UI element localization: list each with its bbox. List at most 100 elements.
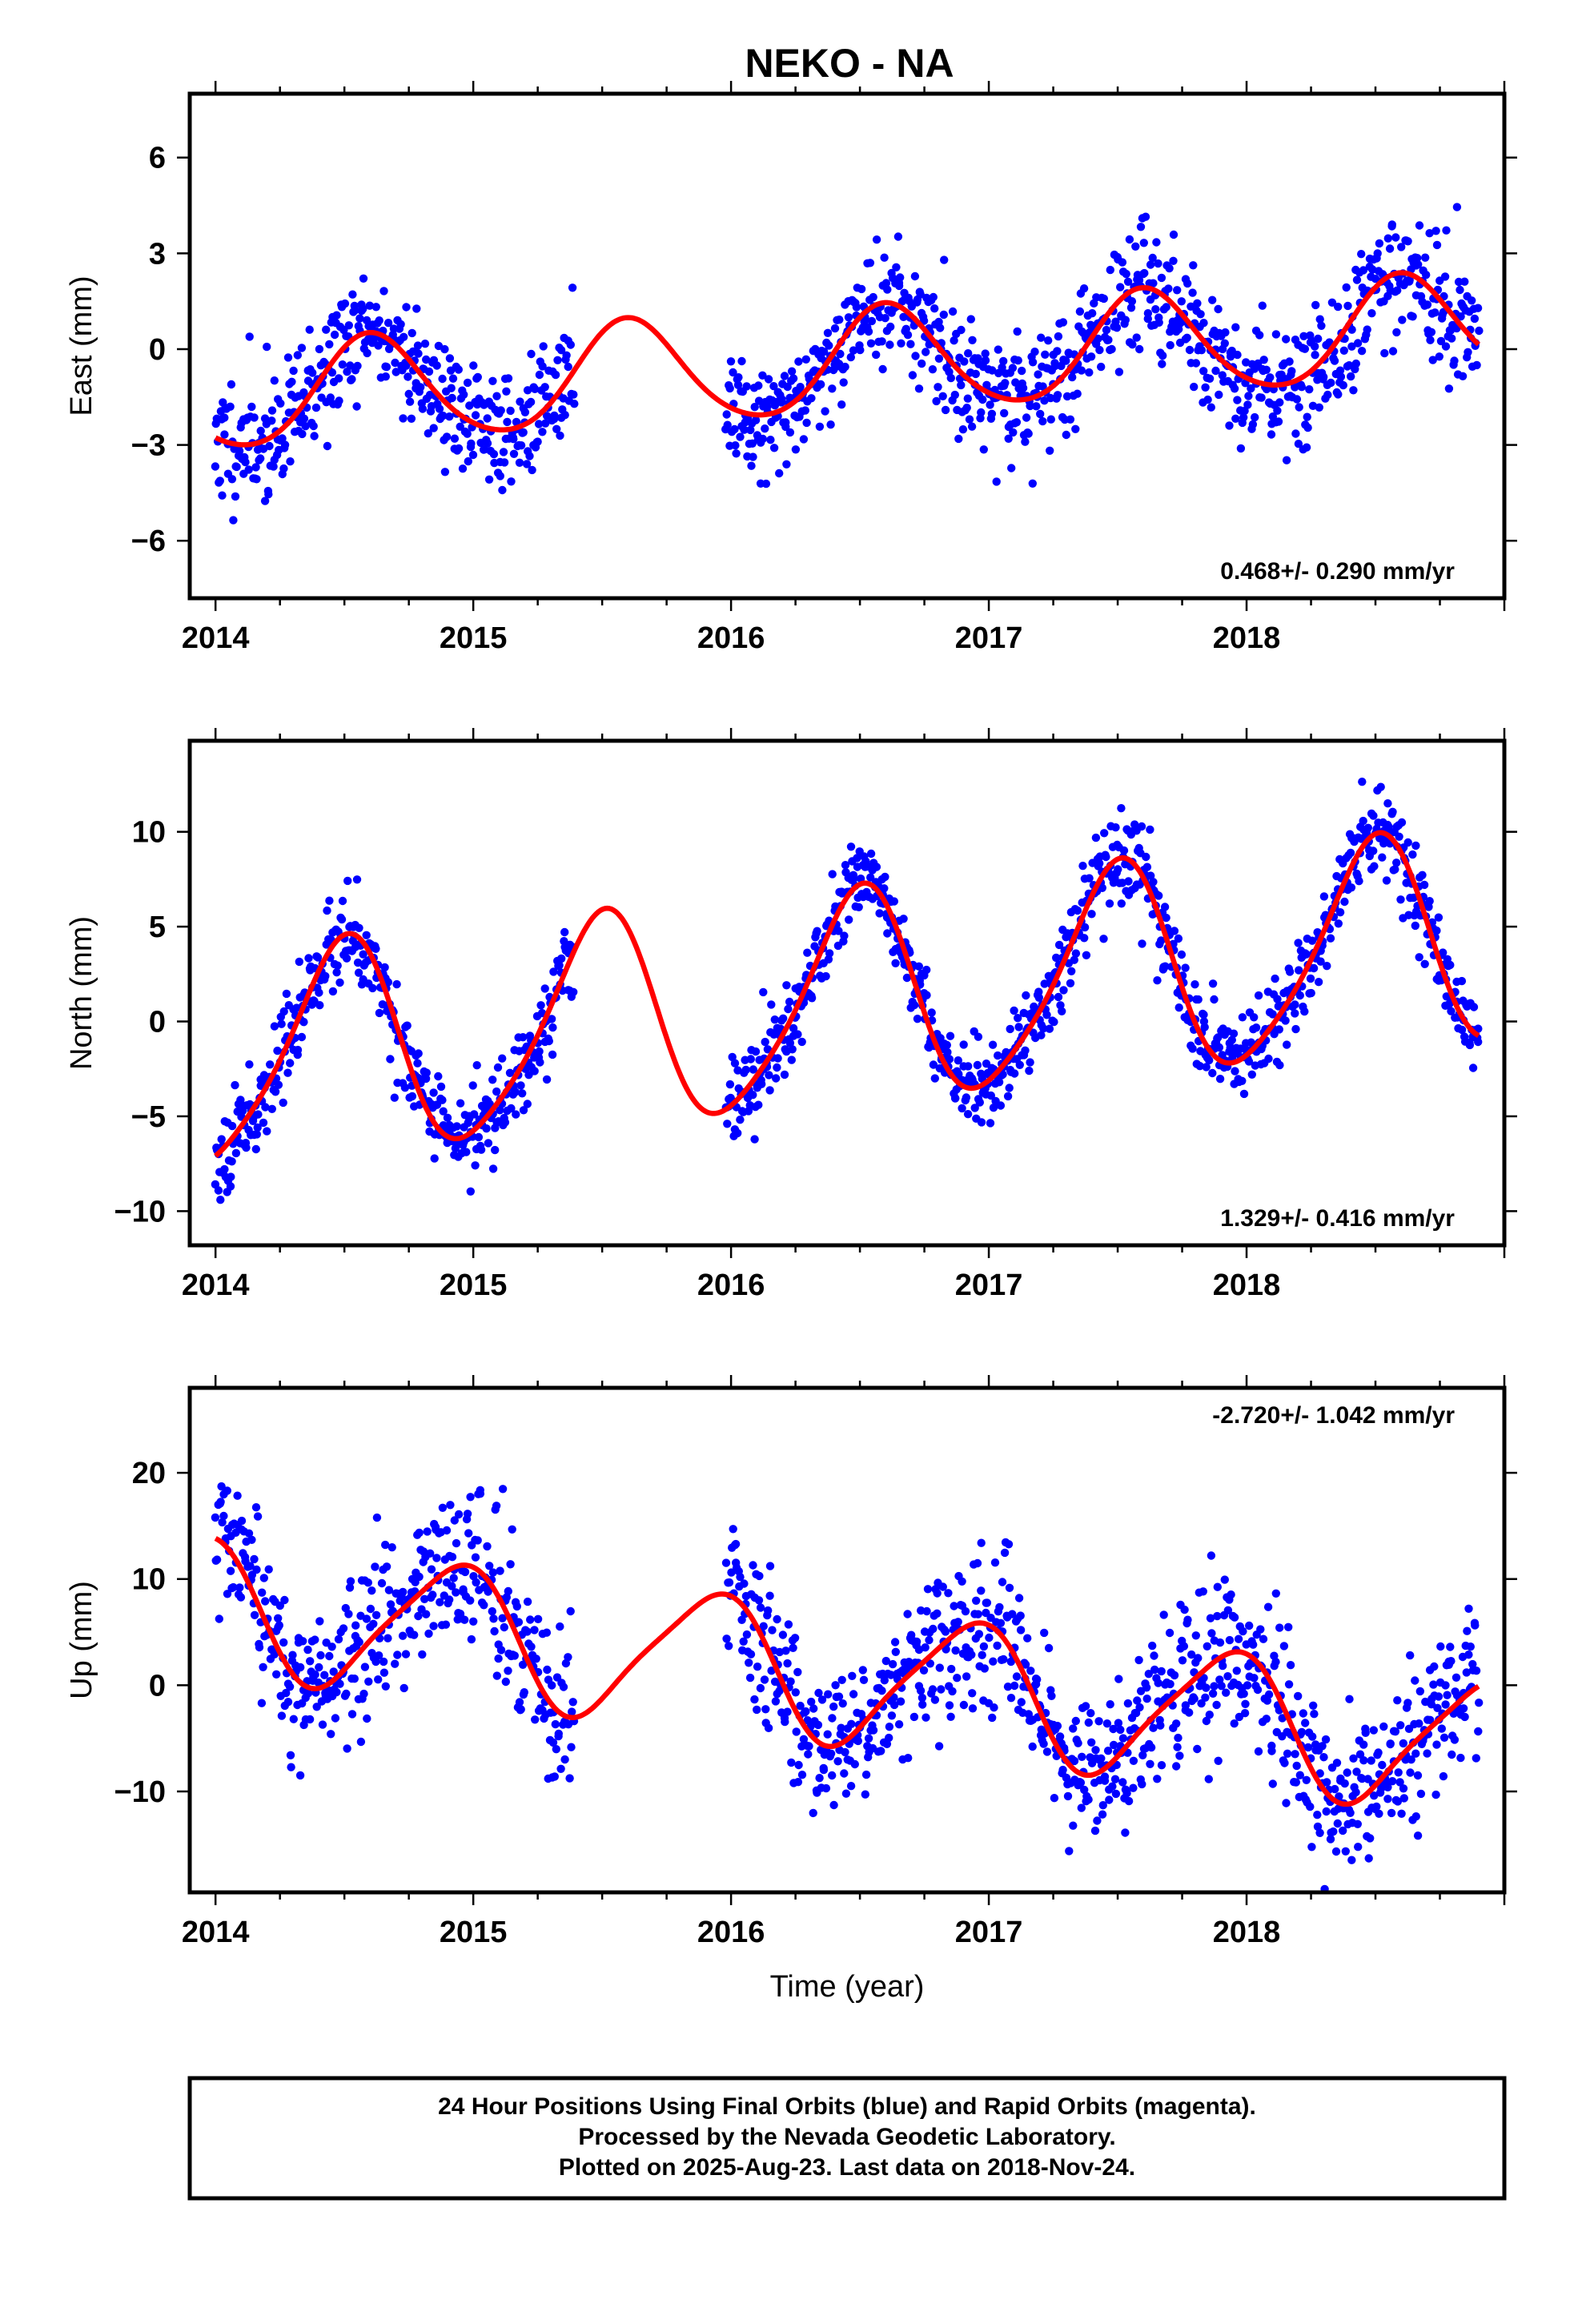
north-data-point [242, 1143, 251, 1152]
up-data-point [355, 1638, 363, 1647]
east-data-point [458, 464, 468, 473]
north-data-point [1415, 953, 1423, 962]
east-data-point [1094, 334, 1102, 344]
up-data-point [303, 1645, 312, 1655]
up-data-point [1411, 1676, 1419, 1685]
east-data-point [1062, 430, 1071, 440]
east-data-point [856, 345, 865, 355]
up-data-point [1201, 1693, 1210, 1702]
up-data-point [414, 1611, 423, 1621]
east-data-point [499, 448, 508, 456]
up-data-point [564, 1653, 572, 1662]
east-data-point [852, 303, 861, 312]
up-data-point [847, 1719, 856, 1728]
east-data-point [1097, 362, 1106, 372]
east-data-point [400, 332, 408, 341]
up-data-point [1447, 1657, 1456, 1666]
east-data-point [866, 339, 876, 348]
east-data-point [1044, 336, 1053, 345]
east-data-point [881, 314, 889, 323]
up-data-point [398, 1631, 408, 1640]
north-data-point [443, 1113, 452, 1123]
east-data-point [550, 411, 559, 420]
up-data-point [1042, 1747, 1052, 1756]
north-data-point [789, 1023, 798, 1033]
up-data-point [1332, 1759, 1342, 1767]
north-data-point [245, 1060, 254, 1069]
north-data-point [1181, 963, 1190, 972]
up-data-point [1203, 1642, 1212, 1651]
up-data-point [543, 1665, 552, 1675]
up-data-point [947, 1664, 956, 1674]
up-data-point [377, 1578, 387, 1588]
east-data-point [265, 441, 274, 451]
east-data-point [540, 383, 549, 392]
east-y-tick-label: −6 [131, 525, 166, 558]
up-data-point [765, 1562, 775, 1570]
east-data-point [893, 232, 903, 241]
up-data-point [223, 1486, 231, 1495]
up-data-point [1322, 1807, 1331, 1816]
up-data-point [973, 1558, 982, 1568]
up-data-point [722, 1634, 731, 1643]
north-data-point [1200, 1023, 1209, 1031]
east-data-point [471, 411, 480, 420]
east-data-point [293, 351, 302, 360]
east-data-point [289, 366, 298, 376]
north-data-point [498, 1054, 507, 1063]
north-data-point [1326, 934, 1335, 943]
east-data-point [1282, 456, 1291, 464]
north-data-point [466, 1187, 475, 1196]
east-data-point [1028, 479, 1038, 488]
east-data-point [932, 396, 941, 406]
up-data-point [469, 1617, 478, 1626]
up-data-point [790, 1634, 800, 1642]
east-data-point [1314, 334, 1323, 344]
east-data-point [821, 407, 829, 416]
up-frame [187, 1385, 1507, 1895]
up-data-point [1395, 1778, 1404, 1787]
east-data-point [454, 444, 464, 453]
north-data-point [315, 988, 323, 997]
north-data-point [1215, 1043, 1224, 1052]
up-data-point [1133, 1696, 1142, 1705]
north-data-point [1137, 822, 1146, 831]
east-data-point [899, 312, 908, 321]
north-data-point [883, 929, 892, 938]
up-data-point [1333, 1819, 1343, 1828]
east-data-point [311, 403, 321, 412]
east-data-point [1327, 298, 1337, 307]
east-data-point [857, 284, 866, 294]
east-data-point [1435, 352, 1444, 361]
east-points [211, 203, 1484, 525]
north-y-tick-label: 10 [132, 816, 166, 850]
east-data-point [726, 357, 736, 366]
up-data-point [930, 1695, 940, 1704]
up-data-point [1413, 1831, 1423, 1840]
up-data-point [959, 1700, 969, 1710]
up-data-point [838, 1699, 847, 1708]
up-data-point [885, 1723, 894, 1731]
up-data-point [1393, 1797, 1403, 1806]
up-data-point [764, 1606, 773, 1615]
up-data-point [226, 1566, 235, 1575]
east-data-point [297, 344, 307, 352]
east-data-point [399, 414, 408, 423]
up-data-point [1225, 1635, 1235, 1645]
east-data-point [469, 361, 478, 370]
east-data-point [823, 328, 833, 337]
east-data-point [1026, 401, 1034, 411]
north-data-point [909, 1000, 919, 1010]
north-data-point [785, 1039, 795, 1047]
north-data-point [1388, 807, 1397, 816]
east-data-point [934, 354, 944, 363]
east-data-point [1164, 284, 1173, 293]
north-data-point [1384, 822, 1393, 831]
north-data-point [1465, 1040, 1475, 1050]
east-data-point [1189, 261, 1198, 270]
up-data-point [1021, 1660, 1030, 1669]
east-data-point [1215, 390, 1223, 400]
north-data-point [1002, 1047, 1010, 1057]
up-data-point [351, 1621, 360, 1630]
north-data-point [959, 1040, 968, 1049]
